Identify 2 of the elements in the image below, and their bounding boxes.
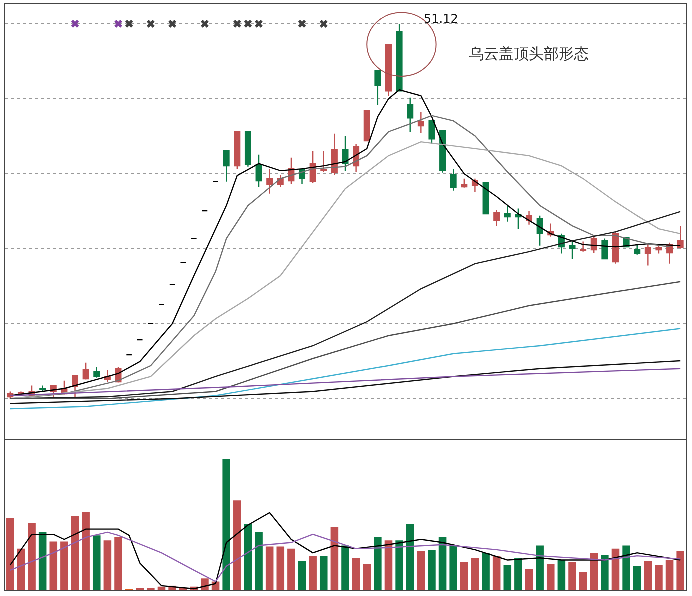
annotation: 51.12 (424, 12, 458, 26)
text: 乌云盖顶头部形态 (469, 45, 589, 63)
